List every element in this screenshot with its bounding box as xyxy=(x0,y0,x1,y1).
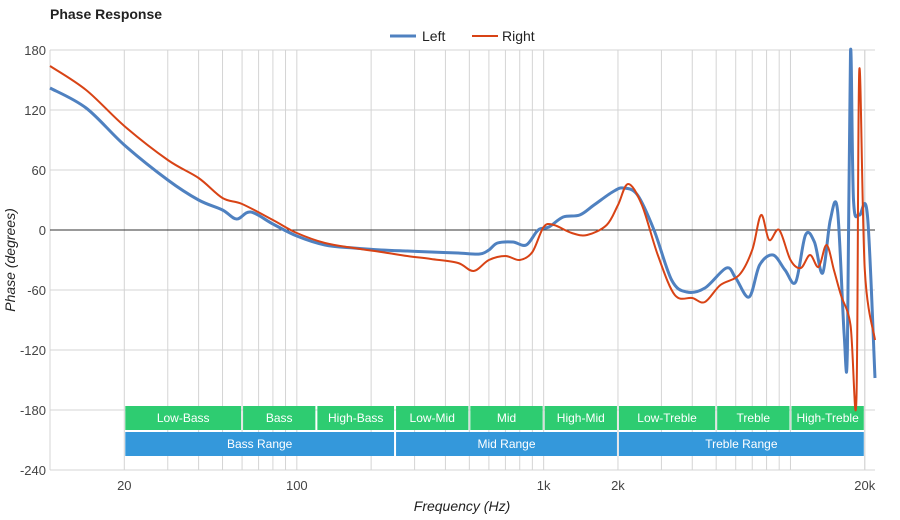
band-high-treble xyxy=(791,406,864,430)
y-axis-label: Phase (degrees) xyxy=(2,208,18,312)
y-tick-label: -240 xyxy=(20,463,46,478)
y-tick-label: 60 xyxy=(32,163,46,178)
band-high-mid xyxy=(544,406,617,430)
band-label: Bass xyxy=(266,411,293,425)
y-tick-labels: 180 120 60 0 -60 -120 -180 -240 xyxy=(20,43,46,478)
y-tick-label: 0 xyxy=(39,223,46,238)
band-mid-range xyxy=(396,432,617,456)
legend-label-left: Left xyxy=(422,28,445,44)
band-label: High-Bass xyxy=(328,411,383,425)
band-low-bass xyxy=(125,406,242,430)
x-tick-label: 2k xyxy=(611,478,625,493)
band-low-mid xyxy=(396,406,469,430)
band-high-bass xyxy=(317,406,395,430)
chart-title: Phase Response xyxy=(50,6,162,22)
y-tick-label: 180 xyxy=(24,43,46,58)
legend: Left Right xyxy=(390,28,535,44)
band-label: Treble xyxy=(737,411,771,425)
band-low-treble xyxy=(618,406,716,430)
x-tick-label: 1k xyxy=(537,478,551,493)
band-label: Mid Range xyxy=(477,437,535,451)
band-label: Low-Mid xyxy=(410,411,455,425)
x-tick-label: 100 xyxy=(286,478,308,493)
x-tick-label: 20k xyxy=(854,478,875,493)
x-tick-label: 20 xyxy=(117,478,131,493)
band-label: Mid xyxy=(497,411,516,425)
band-label: Low-Treble xyxy=(637,411,697,425)
band-treble xyxy=(717,406,790,430)
y-tick-label: -120 xyxy=(20,343,46,358)
legend-label-right: Right xyxy=(502,28,535,44)
x-axis-label: Frequency (Hz) xyxy=(414,498,510,514)
band-label: Low-Bass xyxy=(157,411,210,425)
band-treble-range xyxy=(618,432,864,456)
series-line-right xyxy=(49,65,876,412)
band-label: Treble Range xyxy=(705,437,778,451)
band-mid xyxy=(470,406,543,430)
y-tick-label: -60 xyxy=(27,283,46,298)
band-label: High-Treble xyxy=(797,411,860,425)
x-tick-labels: 20 100 1k 2k 20k xyxy=(117,478,876,493)
series-line-left xyxy=(49,47,877,379)
band-label: High-Mid xyxy=(557,411,605,425)
y-tick-label: -180 xyxy=(20,403,46,418)
band-label: Bass Range xyxy=(227,437,293,451)
y-tick-label: 120 xyxy=(24,103,46,118)
series-lines xyxy=(49,47,877,412)
band-bass xyxy=(243,406,316,430)
frequency-bands: Low-Bass Bass High-Bass Low-Mid Mid High-Mid L… xyxy=(125,406,864,456)
band-bass-range xyxy=(125,432,395,456)
